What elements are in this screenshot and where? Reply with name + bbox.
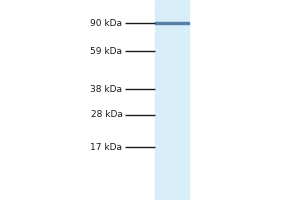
Text: 59 kDa: 59 kDa [91, 46, 122, 55]
Bar [154, 22, 189, 24]
Text: 28 kDa: 28 kDa [91, 110, 122, 119]
Text: 17 kDa: 17 kDa [91, 142, 122, 152]
Text: 38 kDa: 38 kDa [91, 84, 122, 94]
Text: 90 kDa: 90 kDa [91, 19, 122, 27]
Bar [154, 0, 189, 200]
